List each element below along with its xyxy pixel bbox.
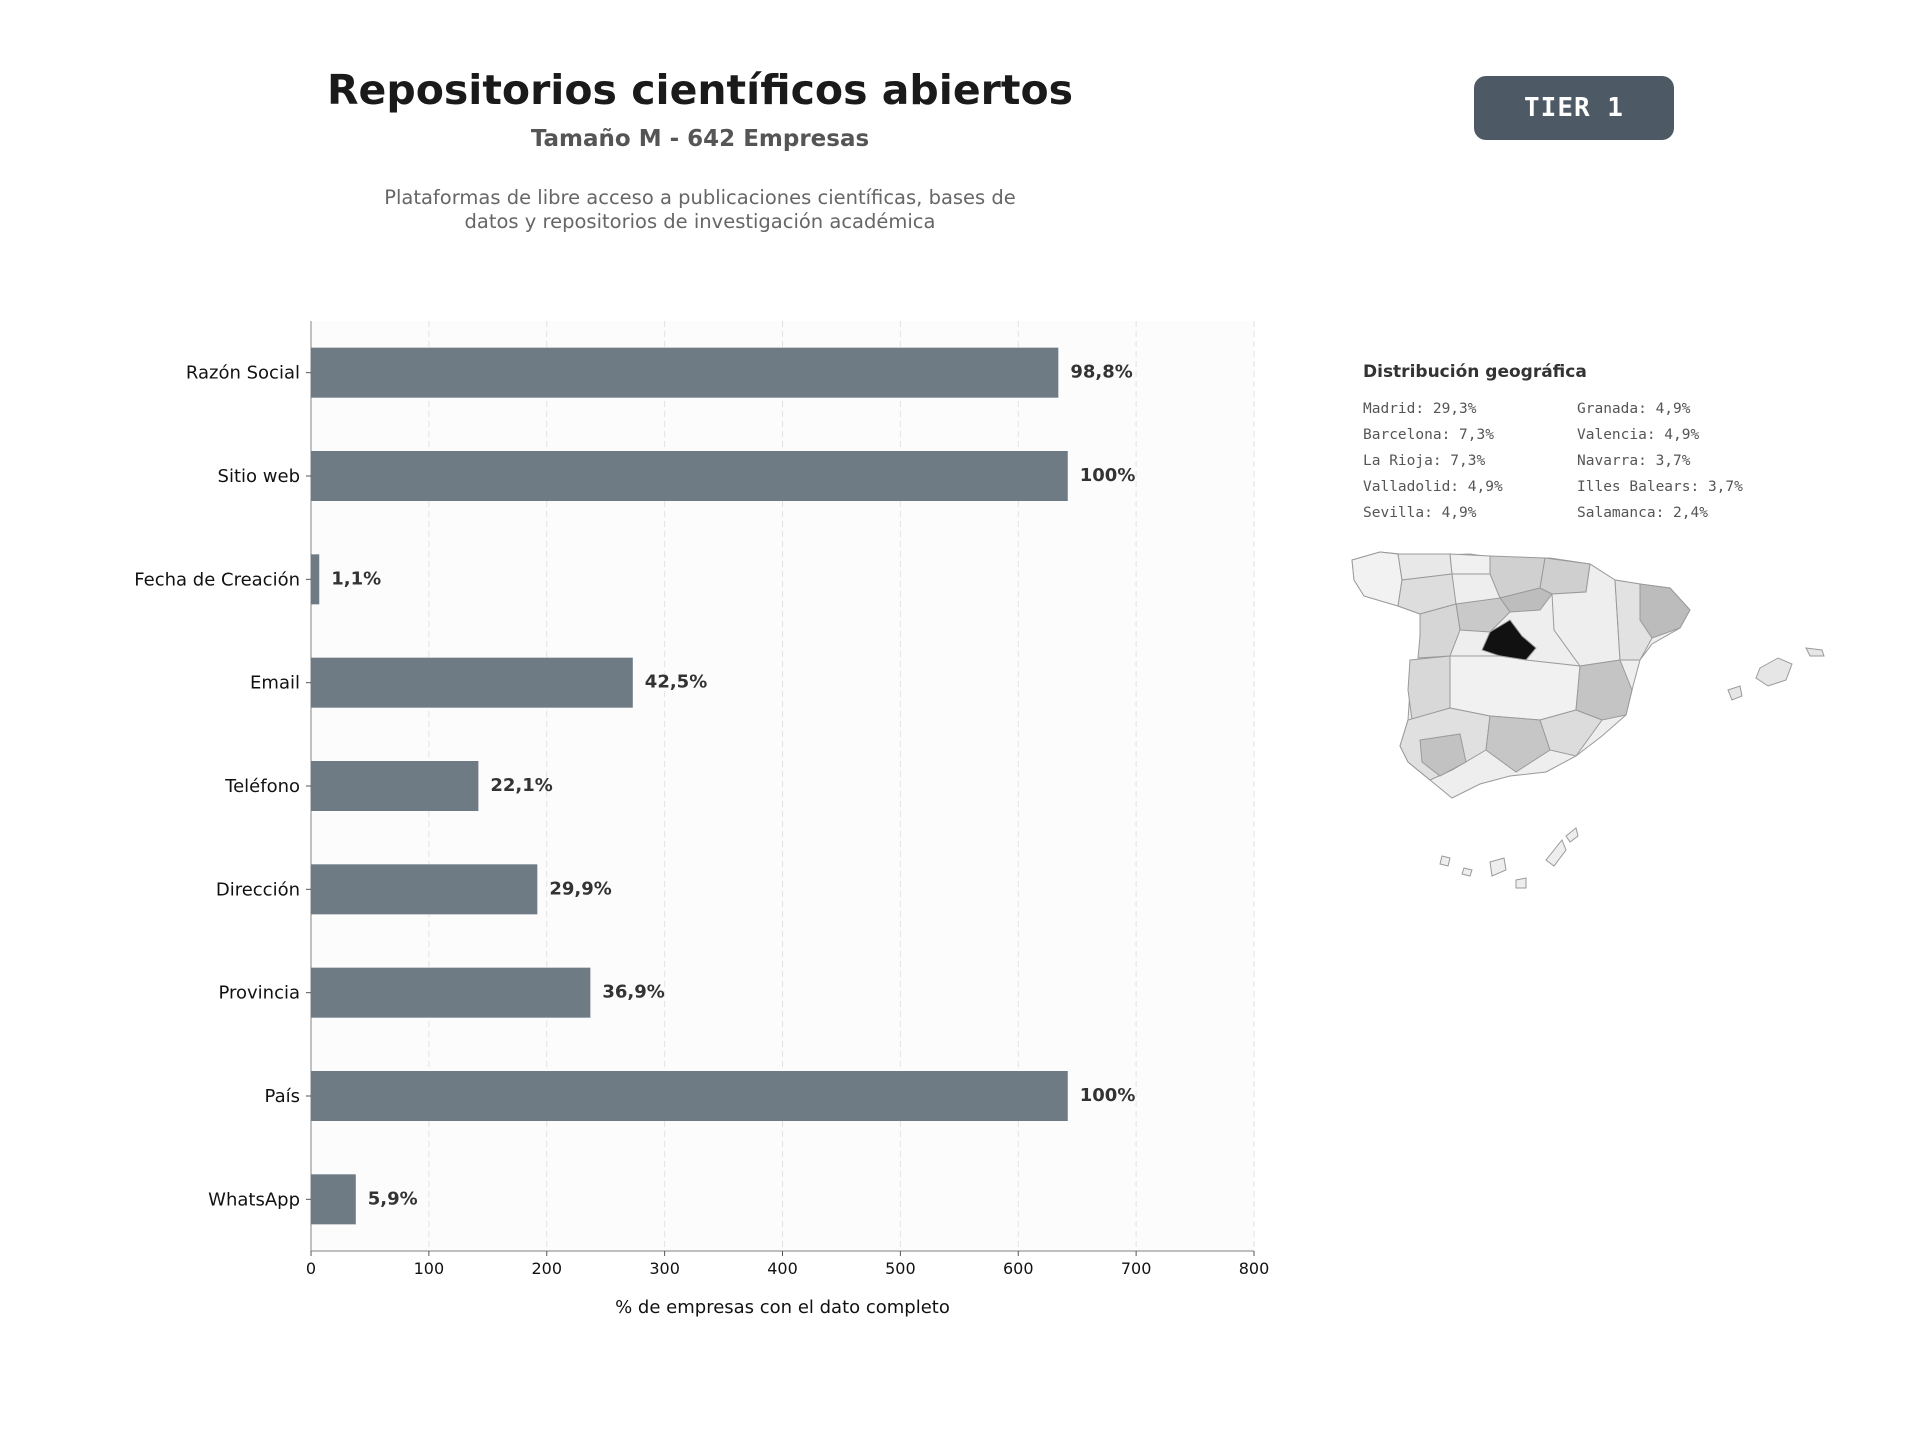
region-mallorca — [1755, 657, 1793, 687]
data-label: 98,8% — [1070, 362, 1132, 383]
geo-item: Barcelona: 7,3% — [1363, 427, 1494, 443]
y-tick-label: Provincia — [218, 983, 300, 1004]
y-tick-label: WhatsApp — [208, 1189, 300, 1210]
bar — [311, 657, 633, 708]
y-tick-label: Fecha de Creación — [134, 569, 300, 590]
data-label: 29,9% — [549, 878, 611, 899]
spain-map — [1351, 551, 1825, 889]
data-label: 36,9% — [602, 982, 664, 1003]
geo-item: Sevilla: 4,9% — [1363, 505, 1477, 521]
x-tick-label: 100 — [414, 1259, 445, 1278]
region-murcia — [1539, 709, 1603, 757]
x-tick-label: 0 — [306, 1259, 316, 1278]
region-madrid — [1481, 619, 1537, 661]
region-canarias-2 — [1461, 867, 1473, 877]
data-label: 42,5% — [645, 672, 707, 693]
description-line-2: datos y repositorios de investigación ac… — [464, 210, 936, 233]
geo-title: Distribución geográfica — [1363, 362, 1587, 382]
page-description: Plataformas de libre acceso a publicacio… — [350, 186, 1050, 234]
y-tick-label: Dirección — [216, 879, 300, 900]
x-tick-label: 800 — [1239, 1259, 1270, 1278]
bar — [311, 554, 320, 605]
x-axis-label: % de empresas con el dato completo — [615, 1297, 950, 1318]
y-tick-label: Teléfono — [224, 776, 300, 797]
y-tick-label: Email — [250, 673, 300, 694]
region-canarias-6 — [1565, 827, 1579, 843]
data-label: 100% — [1080, 1085, 1136, 1106]
x-tick-label: 300 — [649, 1259, 680, 1278]
region-ibiza — [1727, 685, 1743, 701]
region-galicia — [1351, 551, 1403, 607]
x-tick-label: 500 — [885, 1259, 916, 1278]
description-line-1: Plataformas de libre acceso a publicacio… — [384, 186, 1016, 209]
geo-item: Valencia: 4,9% — [1577, 427, 1700, 443]
region-menorca — [1805, 647, 1825, 657]
x-tick-label: 400 — [767, 1259, 798, 1278]
y-tick-label: Sitio web — [218, 466, 300, 487]
data-label: 22,1% — [490, 775, 552, 796]
data-label: 100% — [1080, 465, 1136, 486]
x-tick-label: 600 — [1003, 1259, 1034, 1278]
bar — [311, 967, 591, 1018]
geo-list: Madrid: 29,3% Granada: 4,9% Barcelona: 7… — [1363, 398, 1763, 524]
bar — [311, 1174, 356, 1225]
region-castilla-mancha — [1449, 655, 1581, 721]
geo-item: Salamanca: 2,4% — [1577, 505, 1708, 521]
data-label: 5,9% — [368, 1188, 418, 1209]
geo-item: La Rioja: 7,3% — [1363, 453, 1486, 469]
region-canarias-3 — [1489, 857, 1507, 877]
geo-item: Granada: 4,9% — [1577, 401, 1691, 417]
bar — [311, 451, 1068, 501]
region-valencia — [1575, 659, 1633, 721]
geo-item: Navarra: 3,7% — [1577, 453, 1691, 469]
bar — [311, 761, 479, 811]
page-title: Repositorios científicos abiertos — [326, 66, 1074, 114]
x-tick-label: 700 — [1121, 1259, 1152, 1278]
geo-item: Illes Balears: 3,7% — [1577, 479, 1743, 495]
x-tick-label: 200 — [531, 1259, 562, 1278]
region-canarias-4 — [1515, 877, 1527, 889]
y-tick-label: País — [265, 1086, 300, 1107]
bar-chart: Razón Social 98,8% Sitio web 100% Fecha de C… — [134, 321, 1270, 1318]
region-barcelona — [1639, 583, 1691, 639]
geo-item: Madrid: 29,3% — [1363, 401, 1477, 417]
tier-badge: TIER 1 — [1474, 76, 1674, 140]
region-cantabria — [1449, 553, 1491, 575]
region-granada — [1485, 715, 1551, 773]
region-canarias-1 — [1439, 855, 1451, 867]
bar — [311, 864, 538, 915]
region-canarias-5 — [1545, 839, 1567, 867]
geo-item: Valladolid: 4,9% — [1363, 479, 1503, 495]
bar — [311, 1071, 1068, 1121]
region-sevilla — [1419, 733, 1467, 777]
data-label: 1,1% — [331, 568, 381, 589]
y-tick-label: Razón Social — [186, 363, 300, 384]
region-navarra — [1539, 557, 1591, 595]
bar — [311, 347, 1059, 398]
page-subtitle: Tamaño M - 642 Empresas — [530, 126, 870, 152]
